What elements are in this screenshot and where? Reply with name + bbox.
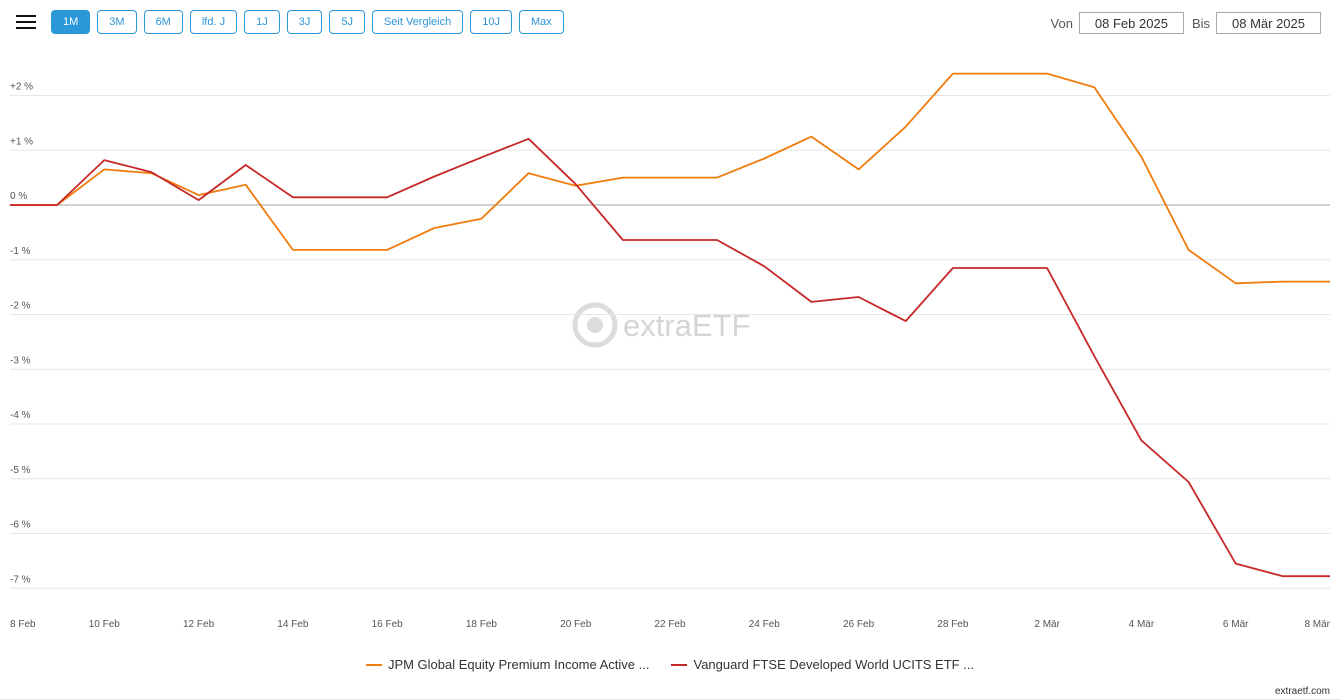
x-tick-label: 14 Feb (277, 619, 309, 630)
time-range-selector: 1M 3M 6M lfd. J 1J 3J 5J Seit Vergleich 10J Max (51, 10, 564, 34)
x-tick-label: 12 Feb (183, 619, 215, 630)
range-button-lfd-j[interactable]: lfd. J (189, 10, 238, 34)
legend-label: JPM Global Equity Premium Income Active … (387, 657, 650, 672)
x-tick-label: 6 Mär (1223, 619, 1249, 630)
range-button-3j[interactable]: 3J (286, 10, 323, 34)
from-date-input[interactable] (1078, 12, 1184, 34)
x-tick-label: 20 Feb (560, 619, 592, 630)
range-button-3m[interactable]: 3M (97, 10, 137, 34)
y-tick-label: -3 % (10, 355, 31, 366)
x-tick-label: 26 Feb (843, 619, 875, 630)
to-label: Bis (1191, 15, 1210, 31)
x-tick-label: 10 Feb (89, 619, 121, 630)
range-button-5j[interactable]: 5J (329, 10, 365, 34)
y-tick-label: -5 % (10, 465, 31, 476)
range-button-10j[interactable]: 10J (470, 10, 512, 34)
x-tick-label: 28 Feb (937, 619, 969, 630)
y-tick-label: +2 % (10, 82, 33, 93)
legend-item-2[interactable]: Vanguard FTSE Developed World UCITS ETF … (671, 657, 974, 672)
legend-swatch (365, 663, 382, 666)
series-line-1 (10, 72, 1330, 285)
y-tick-label: -2 % (10, 301, 31, 312)
chart-legend: JPM Global Equity Premium Income Active … (0, 657, 1340, 672)
y-tick-label: -4 % (10, 410, 31, 421)
x-tick-label: 4 Mär (1129, 619, 1155, 630)
from-label: Von (1050, 15, 1073, 31)
y-tick-label: +1 % (10, 136, 33, 147)
range-button-seit-vergleich[interactable]: Seit Vergleich (371, 10, 464, 34)
y-tick-label: -1 % (10, 246, 31, 257)
legend-label: Vanguard FTSE Developed World UCITS ETF … (693, 657, 975, 672)
menu-icon[interactable] (16, 12, 36, 32)
x-tick-label: 24 Feb (749, 619, 781, 630)
range-button-6m[interactable]: 6M (143, 10, 183, 34)
x-tick-label: 2 Mär (1034, 619, 1060, 630)
range-button-max[interactable]: Max (518, 10, 564, 34)
to-date-input[interactable] (1216, 12, 1321, 34)
x-tick-label: 8 Mär (1304, 619, 1330, 630)
watermark-text: extraETF (623, 308, 750, 343)
y-tick-label: 0 % (10, 191, 27, 202)
legend-item-1[interactable]: JPM Global Equity Premium Income Active … (365, 657, 650, 672)
date-range: Von Bis (1051, 12, 1321, 34)
series-line-2 (10, 137, 1330, 578)
y-tick-label: -6 % (10, 520, 31, 531)
credit-text: extraetf.com (1274, 686, 1330, 697)
range-button-1m[interactable]: 1M (51, 10, 91, 34)
legend-swatch (671, 663, 688, 666)
range-button-1j[interactable]: 1J (244, 10, 280, 34)
y-tick-label: -7 % (10, 574, 31, 585)
watermark-logo-ring (572, 302, 618, 348)
x-tick-label: 18 Feb (466, 619, 498, 630)
x-tick-label: 8 Feb (10, 619, 36, 630)
x-tick-label: 16 Feb (372, 619, 404, 630)
watermark-logo-dot (587, 317, 603, 333)
x-tick-label: 22 Feb (654, 619, 686, 630)
